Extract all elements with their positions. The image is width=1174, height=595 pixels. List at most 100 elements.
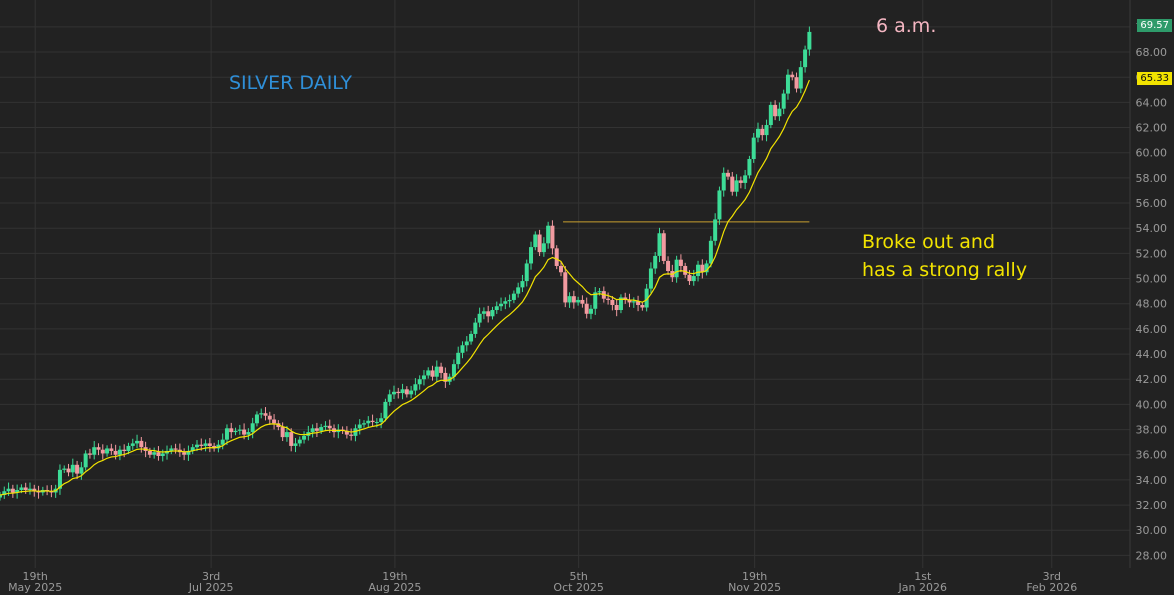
breakout-note-line1: Broke out and [862,231,996,253]
candle-body [588,308,593,314]
date-tick-month: Oct 2025 [553,581,604,594]
date-tick-day: 19th [742,570,767,583]
candle-body [627,299,632,303]
candle-body [743,175,748,183]
candle-body [691,276,696,282]
candle-body [216,444,221,449]
candle-body [391,391,396,395]
candle-body [344,430,349,435]
candle-body [207,443,212,446]
candle-body [764,125,769,136]
candle-body [32,488,37,492]
candle-body [653,255,658,269]
price-tick-label: 68.00 [1136,46,1168,59]
candle-body [83,453,88,468]
date-tick-day: 5th [570,570,588,583]
candle-body [130,443,135,446]
date-tick-day: 1st [914,570,932,583]
candle-body [79,467,84,474]
candle-body [807,31,812,50]
candle-body [15,489,20,493]
candle-body [152,452,157,455]
candle-body [147,450,152,455]
candle-body [687,274,692,282]
candle-body [520,281,525,288]
candle-body [0,495,2,498]
candle-body [546,225,551,244]
candle-body [473,322,478,334]
candle-body [593,292,598,309]
breakout-note: Broke out and has a strong rally [862,228,1027,284]
price-tick-label: 60.00 [1136,147,1168,160]
candle-body [404,389,409,395]
candle-body [246,432,251,435]
candle-body [173,448,178,450]
candle-body [27,488,32,490]
time-annotation: 6 a.m. [876,15,937,37]
candle-body [614,304,619,311]
candle-body [370,420,375,423]
candle-body [160,453,165,456]
candle-body [443,372,448,382]
candle-body [674,259,679,278]
candle-body [529,247,534,264]
candle-body [781,93,786,109]
candle-body [122,449,127,451]
candle-body [571,296,576,303]
candle-body [657,233,662,256]
candle-body [186,450,191,455]
candle-body [92,447,97,455]
price-tick-label: 36.00 [1136,449,1168,462]
candle-body [96,447,101,450]
price-axis: 28.00 30.00 32.00 34.00 36.00 38.00 40.00 42.00… [1136,21,1168,563]
candle-body [430,370,435,377]
candle-body [87,453,92,455]
price-tick-label: 30.00 [1136,524,1168,537]
candle-body [469,333,474,342]
candle-body [499,303,504,307]
candle-body [280,427,285,438]
candle-body [696,264,701,277]
candle-body [267,415,272,420]
price-tick-label: 40.00 [1136,398,1168,411]
candle-body [623,297,628,300]
candle-body [135,440,140,444]
candle-body [413,384,418,391]
candle-body [323,425,328,428]
candle-body [293,443,298,446]
candle-body [182,452,187,455]
candle-body [169,448,174,451]
candle-body [678,259,683,266]
candle-body [126,445,131,451]
candle-body [794,77,799,89]
price-tick-label: 64.00 [1136,96,1168,109]
candle-body [75,464,80,474]
date-tick-month: Aug 2025 [368,581,421,594]
price-tick-label: 28.00 [1136,549,1168,562]
candle-body [310,428,315,433]
candle-body [374,422,379,424]
candle-body [302,435,307,440]
candle-body [503,301,508,304]
candle-body [426,370,431,376]
candle-body [409,390,414,395]
candle-body [156,452,161,456]
candle-body [717,190,722,220]
candle-body [666,260,671,272]
date-tick-month: Jan 2026 [898,581,947,594]
candle-body [297,439,302,444]
candle-body [730,176,735,192]
price-tick-label: 34.00 [1136,474,1168,487]
candle-body [516,287,521,294]
candle-body [57,469,62,489]
price-tick-label: 50.00 [1136,273,1168,286]
candle-body [533,234,538,248]
candle-body [327,425,332,429]
candle-body [357,424,362,429]
candle-body [190,447,195,451]
date-tick-day: 3rd [202,570,220,583]
candle-body [2,491,7,496]
candle-body [785,74,790,94]
candle-body [233,430,238,433]
